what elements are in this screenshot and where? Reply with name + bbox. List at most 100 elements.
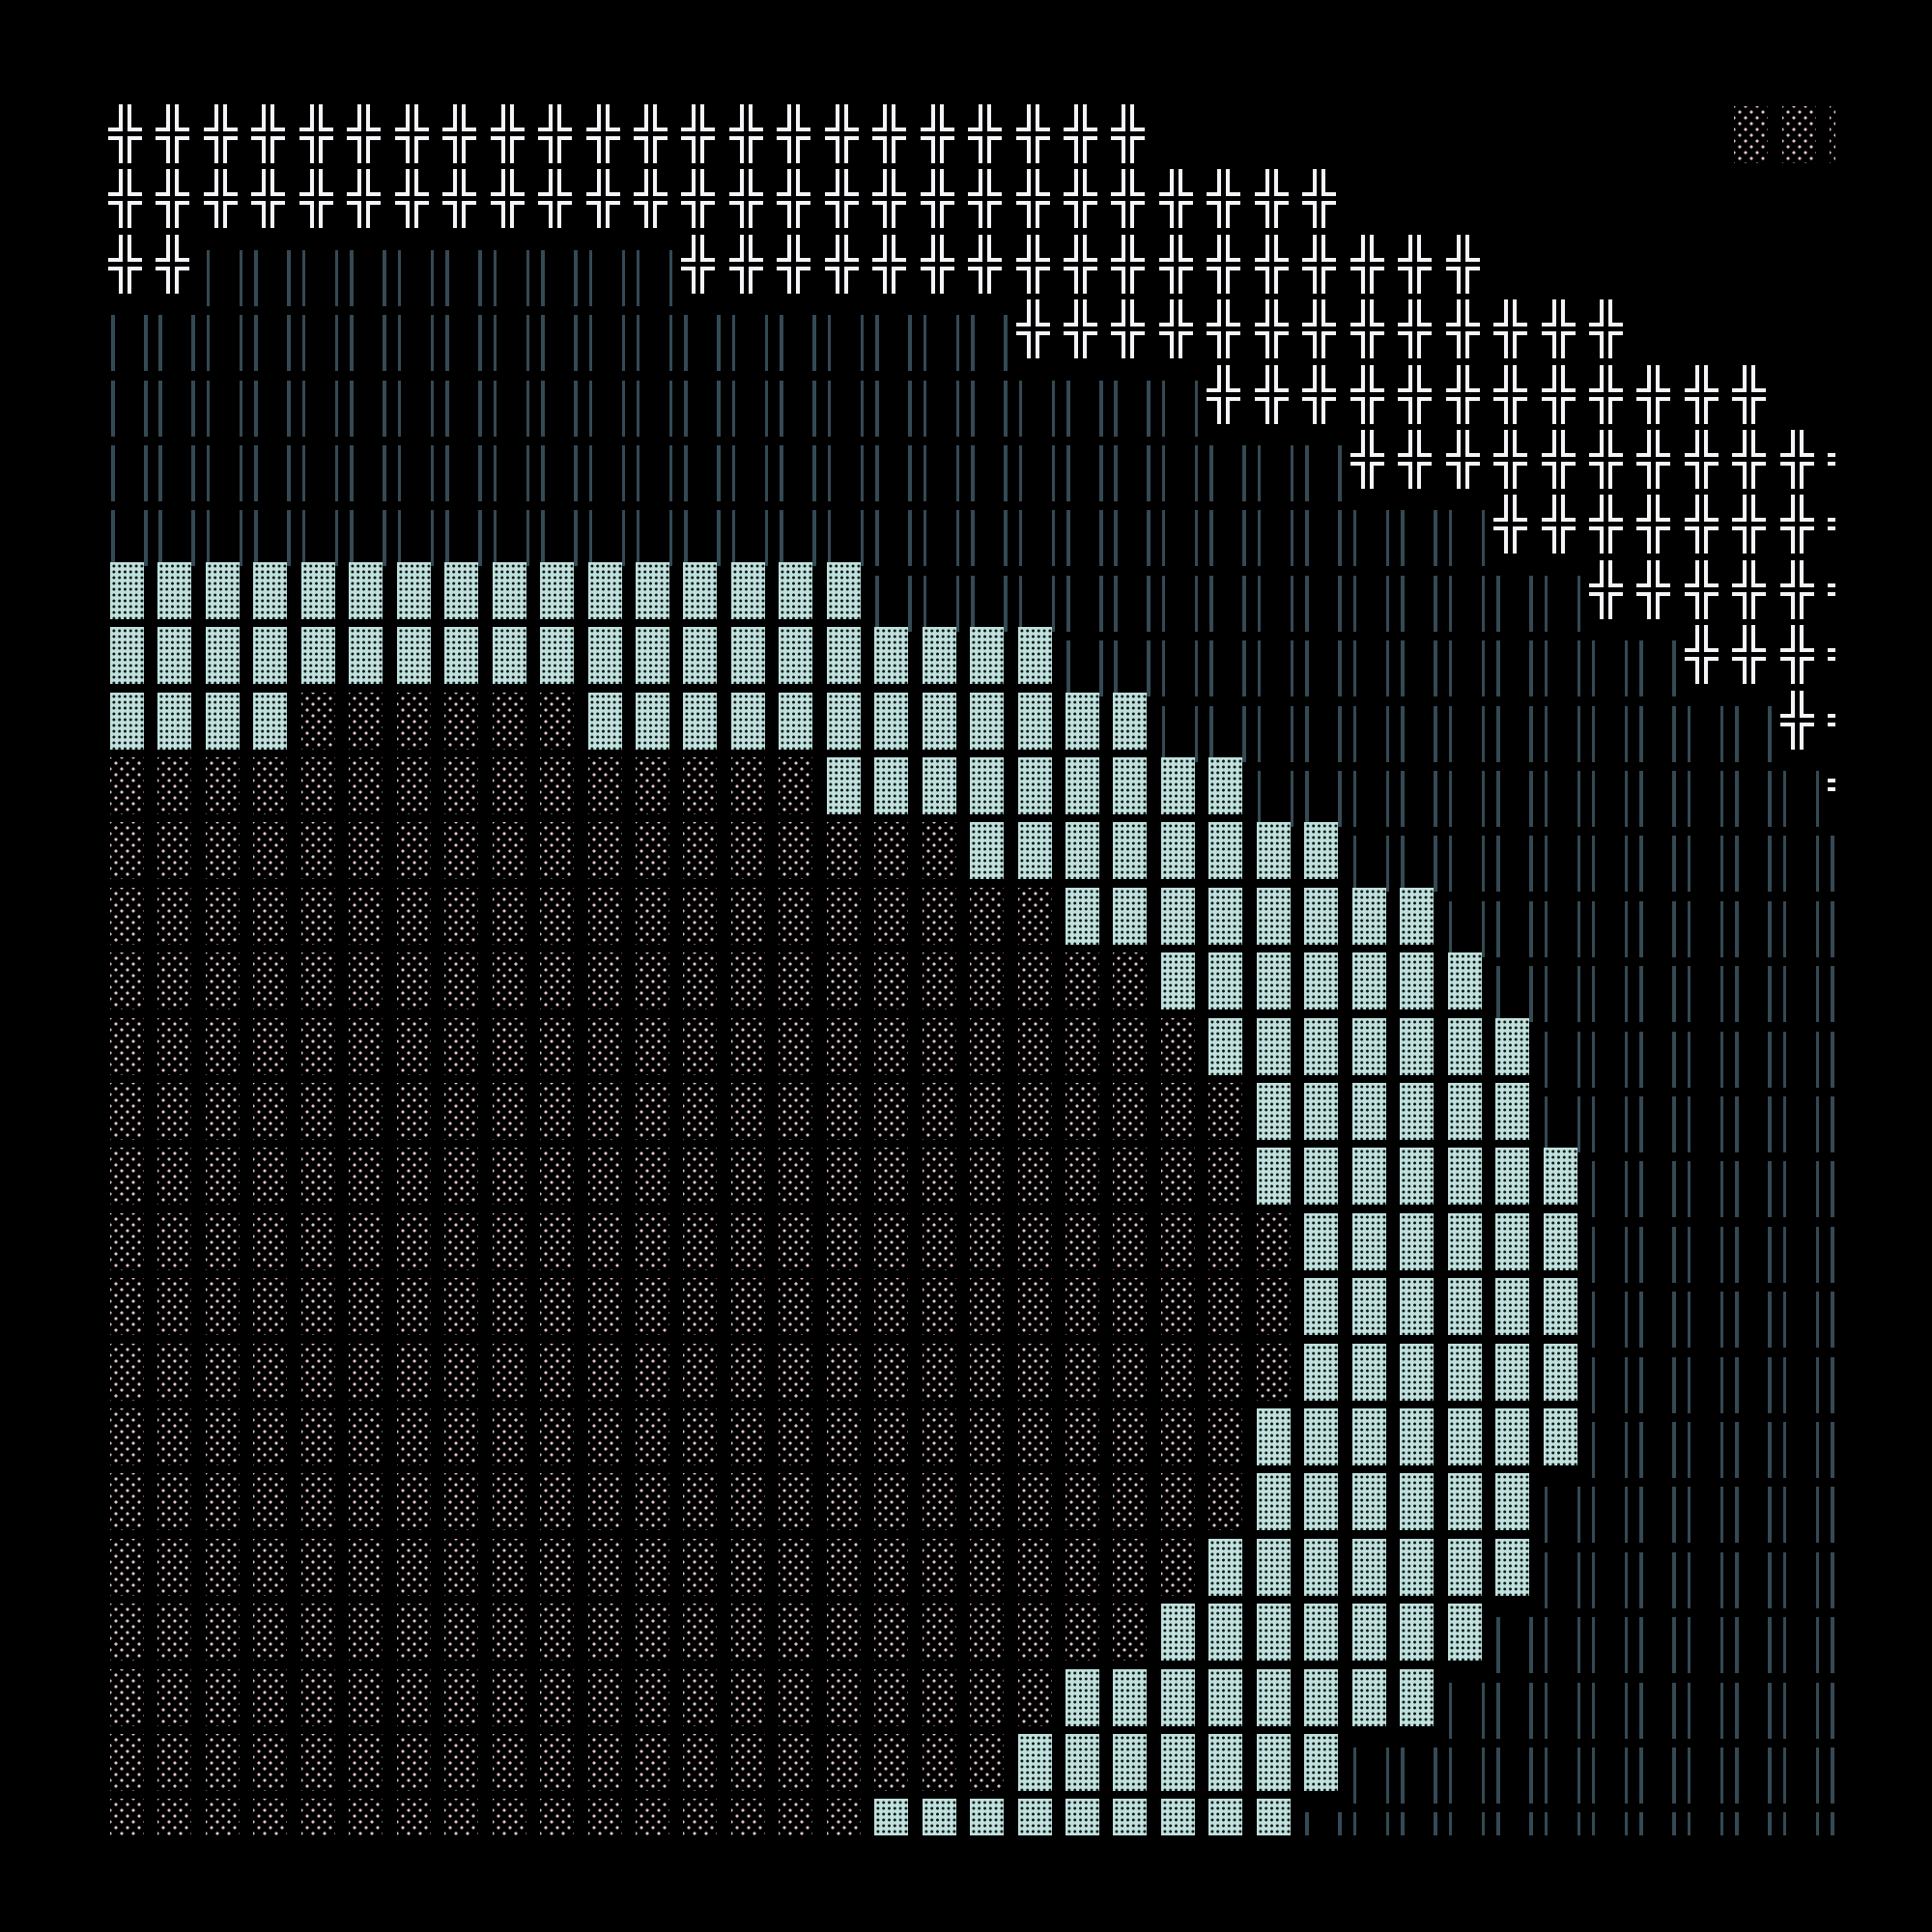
double-vertical-glyph [1111, 560, 1158, 633]
double-vertical-glyph [1207, 625, 1254, 697]
light-shade-glyph [491, 1146, 538, 1210]
double-vertical-glyph [1732, 1276, 1779, 1349]
double-vertical-glyph [681, 430, 728, 502]
light-shade-glyph [442, 1471, 490, 1536]
double-vertical-glyph [1685, 1406, 1732, 1479]
light-shade-glyph [299, 886, 347, 951]
double-cross-glyph [1445, 430, 1493, 495]
double-vertical-glyph [1636, 1406, 1684, 1479]
dark-shade-glyph [442, 625, 490, 690]
light-shade-glyph [251, 1016, 298, 1081]
light-shade-glyph [1828, 104, 1835, 169]
double-vertical-glyph [1255, 430, 1302, 502]
dark-shade-glyph [156, 560, 203, 625]
double-vertical-glyph [1828, 820, 1835, 893]
light-shade-glyph [299, 1146, 347, 1210]
double-vertical-glyph [1016, 560, 1064, 633]
double-cross-glyph [1111, 299, 1158, 364]
dark-shade-glyph [1493, 1081, 1541, 1146]
light-shade-glyph [872, 1602, 920, 1666]
light-shade-glyph [825, 1081, 872, 1146]
dark-shade-glyph [1446, 1602, 1493, 1666]
light-shade-glyph [108, 1602, 156, 1666]
light-shade-glyph [872, 1406, 920, 1471]
light-shade-glyph [586, 1211, 634, 1276]
light-shade-glyph [538, 1406, 585, 1471]
light-shade-glyph [108, 755, 156, 820]
light-shade-glyph [395, 755, 442, 820]
dark-shade-glyph [968, 625, 1015, 690]
double-vertical-glyph [1828, 1211, 1835, 1284]
dark-shade-glyph [1255, 1016, 1302, 1081]
double-vertical-glyph [1542, 1471, 1589, 1544]
double-vertical-glyph [1732, 755, 1779, 828]
dark-shade-glyph [634, 691, 681, 755]
light-shade-glyph [777, 886, 824, 951]
double-vertical-glyph [1780, 1211, 1828, 1284]
double-vertical-glyph [299, 365, 347, 438]
double-cross-glyph [1493, 299, 1541, 364]
double-cross-glyph [968, 169, 1015, 234]
dark-shade-glyph [1493, 1276, 1541, 1341]
light-shade-glyph [108, 951, 156, 1015]
double-cross-glyph [728, 104, 777, 169]
light-shade-glyph [921, 1667, 968, 1732]
dark-shade-glyph [921, 755, 968, 820]
dark-shade-glyph [1159, 1797, 1207, 1835]
double-vertical-glyph [1589, 1537, 1636, 1609]
light-shade-glyph [777, 1211, 824, 1276]
double-cross-glyph [1828, 691, 1835, 755]
light-shade-glyph [204, 1342, 251, 1406]
double-cross-glyph [1015, 169, 1064, 234]
double-vertical-glyph [872, 365, 920, 438]
light-shade-glyph [491, 1016, 538, 1081]
double-vertical-glyph [251, 365, 298, 438]
double-vertical-glyph [1780, 1797, 1828, 1835]
light-shade-glyph [299, 1211, 347, 1276]
light-shade-glyph [204, 1667, 251, 1732]
light-shade-glyph [491, 691, 538, 755]
dark-shade-glyph [1159, 1732, 1207, 1797]
dark-shade-glyph [1302, 951, 1350, 1015]
light-shade-glyph [921, 1081, 968, 1146]
dark-shade-glyph [1111, 1732, 1158, 1797]
double-cross-glyph [1254, 364, 1302, 430]
dark-shade-glyph [1255, 1146, 1302, 1210]
light-shade-glyph [681, 1471, 728, 1536]
light-shade-glyph [634, 886, 681, 951]
dark-shade-glyph [1016, 1732, 1064, 1797]
dark-shade-glyph [825, 560, 872, 625]
double-cross-glyph [156, 169, 203, 234]
double-cross-glyph [108, 234, 156, 299]
double-vertical-glyph [1732, 886, 1779, 958]
dark-shade-glyph [1302, 1276, 1350, 1341]
light-shade-glyph [299, 951, 347, 1015]
double-cross-glyph [1588, 430, 1636, 495]
light-shade-glyph [347, 1211, 394, 1276]
light-shade-glyph [538, 691, 585, 755]
light-shade-glyph [442, 951, 490, 1015]
double-vertical-glyph [1636, 1667, 1684, 1740]
light-shade-glyph [491, 1406, 538, 1471]
light-shade-glyph [968, 1276, 1015, 1341]
light-shade-glyph [729, 1797, 777, 1835]
dark-shade-glyph [1350, 1537, 1398, 1602]
light-shade-glyph [634, 1211, 681, 1276]
double-vertical-glyph [1398, 625, 1445, 697]
dark-shade-glyph [1255, 951, 1302, 1015]
double-vertical-glyph [1780, 1406, 1828, 1479]
light-shade-glyph [825, 1732, 872, 1797]
dark-shade-glyph [156, 691, 203, 755]
light-shade-glyph [777, 1732, 824, 1797]
double-cross-glyph [1207, 364, 1254, 430]
light-shade-glyph [347, 820, 394, 885]
double-cross-glyph [1828, 560, 1835, 625]
double-cross-glyph [777, 104, 824, 169]
dark-shade-glyph [1111, 691, 1158, 755]
double-vertical-glyph [1589, 691, 1636, 763]
light-shade-glyph [347, 951, 394, 1015]
double-vertical-glyph [1302, 755, 1350, 828]
light-shade-glyph [1159, 1016, 1207, 1081]
dark-shade-glyph [1446, 1406, 1493, 1471]
double-vertical-glyph [1828, 886, 1835, 958]
